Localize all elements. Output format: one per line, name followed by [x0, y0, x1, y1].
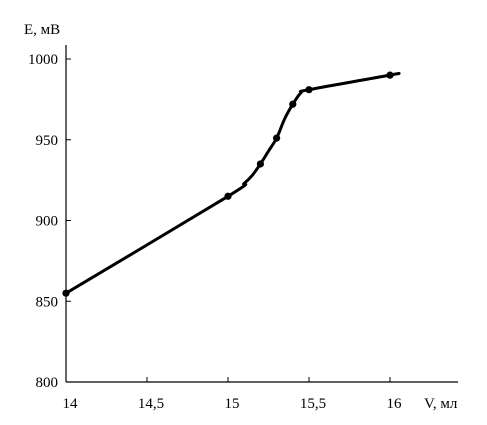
- data-point: [305, 86, 313, 94]
- data-point: [224, 192, 232, 200]
- series-line: [64, 71, 401, 295]
- x-axis-title: V, мл: [424, 396, 458, 412]
- data-point: [386, 71, 394, 79]
- data-point: [289, 100, 297, 108]
- y-tick-label: 850: [36, 294, 59, 310]
- y-tick-label: 800: [36, 375, 59, 391]
- x-tick-label: 15: [225, 396, 240, 412]
- x-tick-label: 14: [63, 396, 79, 412]
- y-tick-label: 900: [36, 214, 59, 230]
- x-tick-label: 16: [387, 396, 403, 412]
- series-group: [62, 71, 401, 297]
- x-tick-label: 14,5: [138, 396, 164, 412]
- data-point: [62, 289, 70, 297]
- y-axis-title: E, мВ: [24, 22, 60, 38]
- data-point: [256, 160, 264, 168]
- y-tick-label: 1000: [28, 52, 58, 68]
- data-point: [273, 134, 281, 142]
- x-tick-label: 15,5: [300, 396, 326, 412]
- y-tick-label: 950: [36, 133, 59, 149]
- ticks-group: 800 850 900 950 1000 14 14,5 15 15,5 16: [28, 52, 402, 412]
